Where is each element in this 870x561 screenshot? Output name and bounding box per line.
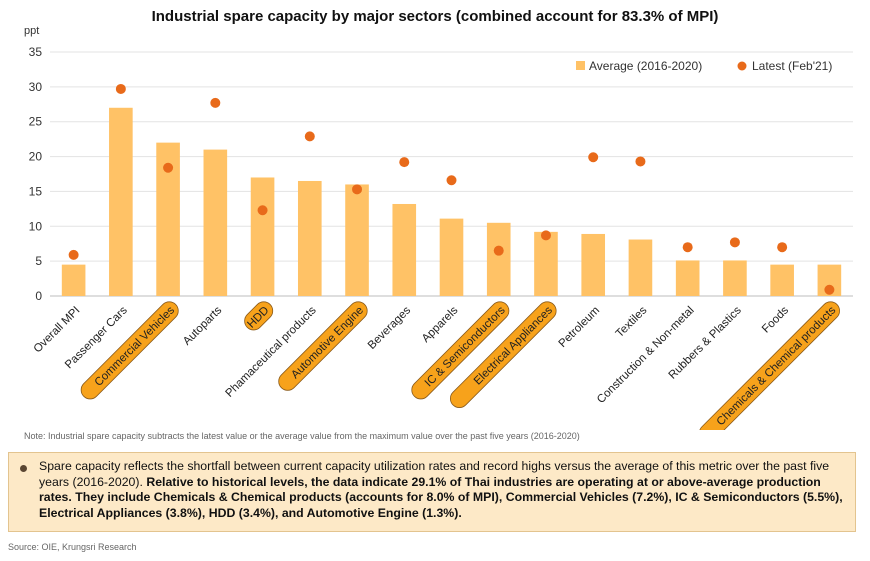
bar bbox=[203, 149, 228, 296]
chart-note: Note: Industrial spare capacity subtract… bbox=[24, 431, 580, 441]
category-highlight bbox=[80, 301, 179, 400]
category-label: IC & Semiconductors bbox=[423, 304, 508, 389]
bar bbox=[581, 233, 606, 296]
bar bbox=[109, 107, 133, 297]
legend-swatch-latest bbox=[737, 61, 747, 71]
point bbox=[68, 249, 79, 260]
category-label: Beverages bbox=[366, 304, 414, 352]
bar bbox=[156, 142, 180, 296]
legend-swatch-average bbox=[576, 61, 585, 70]
point bbox=[729, 237, 740, 248]
category-label: Textiles bbox=[614, 304, 650, 340]
bar bbox=[439, 218, 464, 296]
category-label-group: Overall MPI bbox=[32, 304, 83, 355]
y-tick-label: 10 bbox=[29, 219, 43, 233]
category-label-group: Foods bbox=[760, 304, 791, 335]
y-tick-label: 25 bbox=[29, 115, 43, 129]
bar bbox=[534, 231, 558, 296]
point bbox=[493, 245, 504, 256]
y-tick-label: 30 bbox=[29, 80, 43, 94]
bar bbox=[817, 264, 842, 296]
bar bbox=[723, 260, 747, 296]
bar bbox=[770, 264, 794, 296]
point bbox=[115, 83, 126, 94]
category-label: Autoparts bbox=[181, 304, 224, 347]
bar bbox=[486, 222, 511, 296]
point bbox=[210, 97, 221, 108]
point bbox=[352, 184, 363, 195]
point bbox=[540, 230, 551, 241]
bar bbox=[675, 260, 700, 296]
point bbox=[446, 175, 457, 186]
category-label: Overall MPI bbox=[32, 304, 83, 355]
y-tick-label: 0 bbox=[35, 289, 42, 303]
bar bbox=[628, 239, 653, 296]
category-label-group: Commercial Vehicles bbox=[80, 301, 179, 400]
category-label-group: Petroleum bbox=[557, 304, 603, 350]
y-tick-label: 5 bbox=[35, 254, 42, 268]
point bbox=[682, 242, 693, 253]
chart-title: Industrial spare capacity by major secto… bbox=[151, 8, 719, 25]
category-highlight bbox=[449, 301, 557, 408]
bar bbox=[61, 264, 86, 296]
category-label-group: Construction & Non-metal bbox=[595, 304, 697, 406]
y-tick-label: 20 bbox=[29, 150, 43, 164]
category-label-group: HDD bbox=[244, 301, 274, 331]
bar bbox=[392, 203, 417, 296]
category-label-group: Automotive Engine bbox=[278, 301, 368, 391]
bullet-icon bbox=[20, 465, 27, 472]
category-label-group: Apparels bbox=[420, 304, 461, 345]
y-axis-label: ppt bbox=[24, 25, 39, 37]
category-highlight bbox=[278, 301, 368, 391]
point bbox=[777, 242, 788, 253]
category-label: Construction & Non-metal bbox=[595, 304, 697, 406]
point bbox=[304, 131, 315, 142]
y-tick-label: 35 bbox=[29, 45, 43, 59]
point bbox=[257, 205, 268, 216]
point bbox=[588, 152, 599, 163]
category-highlight bbox=[244, 301, 274, 331]
category-label-group: Autoparts bbox=[181, 304, 224, 347]
summary-text: Spare capacity reflects the shortfall be… bbox=[39, 459, 830, 489]
y-tick-label: 15 bbox=[29, 184, 43, 198]
category-label: Apparels bbox=[420, 304, 461, 345]
legend-label-latest: Latest (Feb'21) bbox=[752, 59, 832, 73]
point bbox=[824, 284, 835, 295]
bar bbox=[345, 184, 369, 296]
category-label: Foods bbox=[760, 304, 791, 335]
point bbox=[163, 162, 174, 173]
summary-bold-text: Relative to historical levels, the data … bbox=[39, 474, 843, 520]
bar bbox=[250, 177, 275, 296]
point bbox=[399, 157, 410, 168]
category-label: Commercial Vehicles bbox=[93, 304, 178, 389]
category-highlight bbox=[698, 301, 840, 430]
category-label: Petroleum bbox=[557, 304, 603, 350]
category-label-group: Beverages bbox=[366, 304, 414, 352]
legend-label-average: Average (2016-2020) bbox=[589, 59, 702, 73]
source-text: Source: OIE, Krungsri Research bbox=[8, 542, 137, 552]
summary-box: Spare capacity reflects the shortfall be… bbox=[8, 452, 856, 532]
category-highlight bbox=[411, 301, 510, 400]
bar bbox=[297, 180, 322, 296]
point bbox=[635, 156, 646, 167]
category-label-group: Textiles bbox=[614, 304, 650, 340]
